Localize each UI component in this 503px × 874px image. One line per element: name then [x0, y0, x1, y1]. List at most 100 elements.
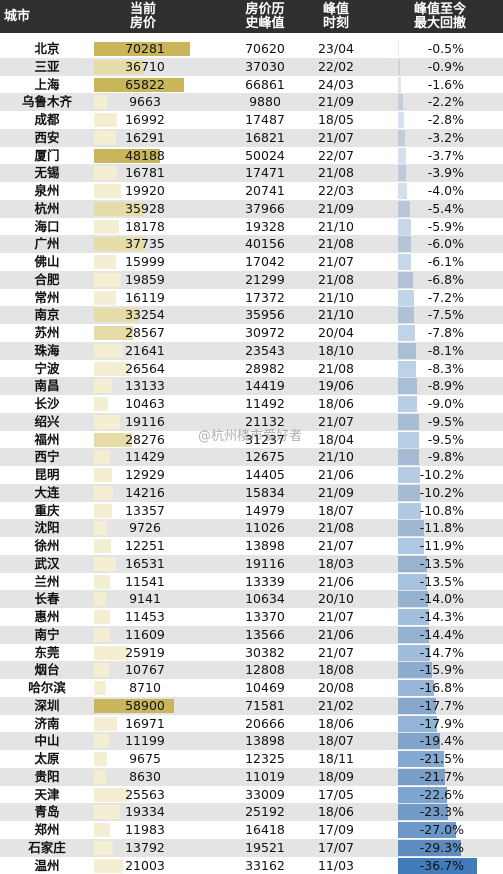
header-city: 城市 [0, 0, 52, 33]
peak-price-cell: 30382 [232, 644, 298, 662]
peak-price-cell: 25192 [232, 803, 298, 821]
drawdown-cell: -23.3% [398, 803, 464, 821]
peak-time-cell: 11/03 [305, 857, 367, 874]
city-cell: 石家庄 [6, 839, 88, 857]
peak-price-cell: 13566 [232, 626, 298, 644]
current-price-cell: 58900 [94, 697, 196, 715]
drawdown-cell: -14.4% [398, 626, 464, 644]
peak-price-cell: 13370 [232, 608, 298, 626]
peak-time-cell: 21/07 [305, 537, 367, 555]
peak-time-cell: 18/07 [305, 502, 367, 520]
city-cell: 贵阳 [6, 768, 88, 786]
peak-time-cell: 21/06 [305, 573, 367, 591]
peak-price-cell: 37030 [232, 58, 298, 76]
current-price-cell: 19859 [94, 271, 196, 289]
city-cell: 南昌 [6, 377, 88, 395]
drawdown-cell: -14.3% [398, 608, 464, 626]
drawdown-cell: -3.9% [398, 164, 464, 182]
city-cell: 厦门 [6, 147, 88, 165]
peak-time-cell: 21/06 [305, 466, 367, 484]
current-price-cell: 8630 [94, 768, 196, 786]
drawdown-cell: -8.1% [398, 342, 464, 360]
drawdown-cell: -6.1% [398, 253, 464, 271]
peak-time-cell: 17/07 [305, 839, 367, 857]
city-cell: 福州 [6, 431, 88, 449]
peak-time-cell: 22/03 [305, 182, 367, 200]
current-price-cell: 9675 [94, 750, 196, 768]
drawdown-cell: -10.8% [398, 502, 464, 520]
peak-price-cell: 11026 [232, 519, 298, 537]
current-price-cell: 11429 [94, 448, 196, 466]
current-price-cell: 48188 [94, 147, 196, 165]
peak-time-cell: 20/08 [305, 679, 367, 697]
peak-time-cell: 23/04 [305, 40, 367, 58]
peak-price-cell: 10634 [232, 590, 298, 608]
drawdown-cell: -6.0% [398, 235, 464, 253]
current-price-cell: 21003 [94, 857, 196, 874]
current-price-cell: 11199 [94, 732, 196, 750]
peak-price-cell: 70620 [232, 40, 298, 58]
drawdown-cell: -22.6% [398, 786, 464, 804]
peak-price-cell: 13339 [232, 573, 298, 591]
table-header: 城市 当前 房价 房价历 史峰值 峰值 时刻 峰值至今 最大回撤 [0, 0, 503, 33]
drawdown-cell: -27.0% [398, 821, 464, 839]
current-price-cell: 37735 [94, 235, 196, 253]
peak-price-cell: 19521 [232, 839, 298, 857]
city-cell: 中山 [6, 732, 88, 750]
current-price-cell: 26564 [94, 360, 196, 378]
peak-price-cell: 20741 [232, 182, 298, 200]
current-price-cell: 11541 [94, 573, 196, 591]
peak-time-cell: 21/07 [305, 608, 367, 626]
current-price-cell: 19116 [94, 413, 196, 431]
city-cell: 沈阳 [6, 519, 88, 537]
drawdown-cell: -3.2% [398, 129, 464, 147]
header-max-drawdown: 峰值至今 最大回撤 [398, 0, 482, 33]
city-cell: 绍兴 [6, 413, 88, 431]
peak-price-cell: 17471 [232, 164, 298, 182]
city-cell: 成都 [6, 111, 88, 129]
peak-time-cell: 22/07 [305, 147, 367, 165]
drawdown-cell: -8.3% [398, 360, 464, 378]
current-price-cell: 36710 [94, 58, 196, 76]
city-cell: 三亚 [6, 58, 88, 76]
peak-time-cell: 21/07 [305, 129, 367, 147]
peak-price-cell: 19116 [232, 555, 298, 573]
peak-price-cell: 17487 [232, 111, 298, 129]
drawdown-cell: -36.7% [398, 857, 464, 874]
peak-price-cell: 21299 [232, 271, 298, 289]
drawdown-cell: -4.0% [398, 182, 464, 200]
drawdown-cell: -10.2% [398, 466, 464, 484]
current-price-cell: 25563 [94, 786, 196, 804]
city-cell: 烟台 [6, 661, 88, 679]
current-price-cell: 8710 [94, 679, 196, 697]
peak-price-cell: 14405 [232, 466, 298, 484]
city-cell: 广州 [6, 235, 88, 253]
peak-price-cell: 23543 [232, 342, 298, 360]
peak-time-cell: 18/11 [305, 750, 367, 768]
drawdown-cell: -9.8% [398, 448, 464, 466]
current-price-cell: 28276 [94, 431, 196, 449]
current-price-cell: 10463 [94, 395, 196, 413]
current-price-cell: 19334 [94, 803, 196, 821]
drawdown-cell: -14.7% [398, 644, 464, 662]
peak-time-cell: 21/10 [305, 218, 367, 236]
current-price-cell: 16291 [94, 129, 196, 147]
city-cell: 西安 [6, 129, 88, 147]
drawdown-cell: -10.2% [398, 484, 464, 502]
current-price-cell: 11983 [94, 821, 196, 839]
